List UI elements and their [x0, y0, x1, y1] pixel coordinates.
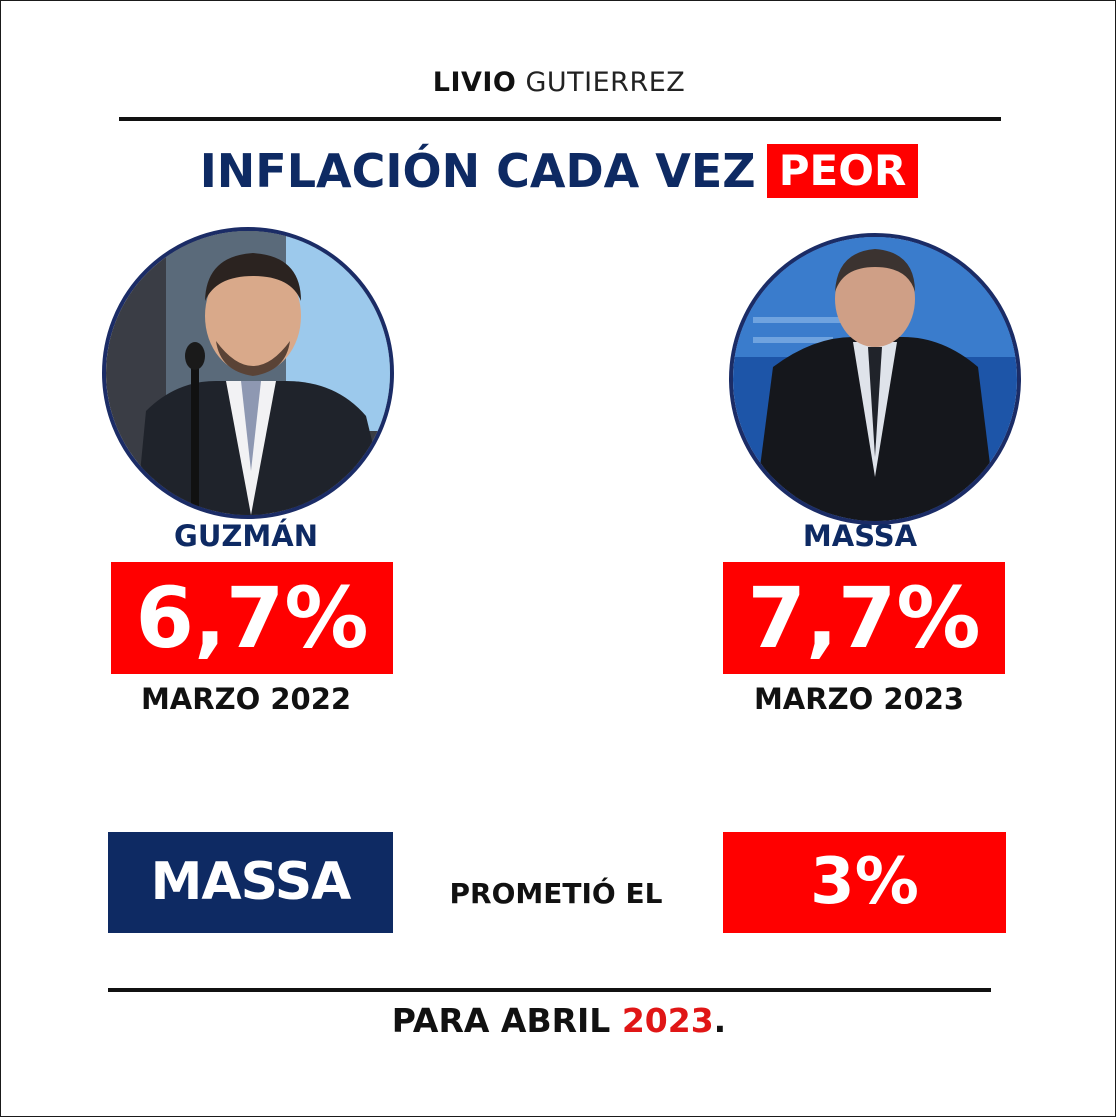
brand-second: GUTIERREZ	[525, 67, 686, 98]
right-percent: 7,7%	[747, 569, 981, 667]
footer-end: .	[713, 1001, 727, 1040]
left-percent-box: 6,7%	[111, 562, 393, 674]
brand-first: LIVIO	[432, 67, 517, 98]
promise-text: PROMETIÓ EL	[449, 877, 663, 910]
right-percent-box: 7,7%	[723, 562, 1005, 674]
right-name: MASSA	[802, 519, 918, 553]
right-date: MARZO 2023	[753, 682, 965, 716]
promise-who: MASSA	[108, 832, 393, 933]
left-percent: 6,7%	[135, 569, 369, 667]
guzman-photo	[102, 227, 394, 519]
footer: PARA ABRIL 2023.	[1, 1001, 1115, 1040]
bottom-divider	[108, 988, 991, 992]
footer-year: 2023	[621, 1001, 714, 1040]
left-name: GUZMÁN	[174, 519, 318, 553]
footer-text: PARA ABRIL	[391, 1001, 611, 1040]
promise-value: 3%	[723, 832, 1006, 933]
headline-main: INFLACIÓN CADA VEZ	[199, 144, 756, 198]
headline: INFLACIÓN CADA VEZ PEOR	[1, 144, 1115, 198]
massa-portrait-icon	[733, 237, 1017, 521]
brand-logo: LIVIO GUTIERREZ	[1, 67, 1115, 98]
top-divider	[119, 117, 1001, 121]
massa-photo	[729, 233, 1021, 525]
left-date: MARZO 2022	[140, 682, 352, 716]
headline-highlight: PEOR	[766, 144, 919, 198]
guzman-portrait-icon	[106, 231, 390, 515]
